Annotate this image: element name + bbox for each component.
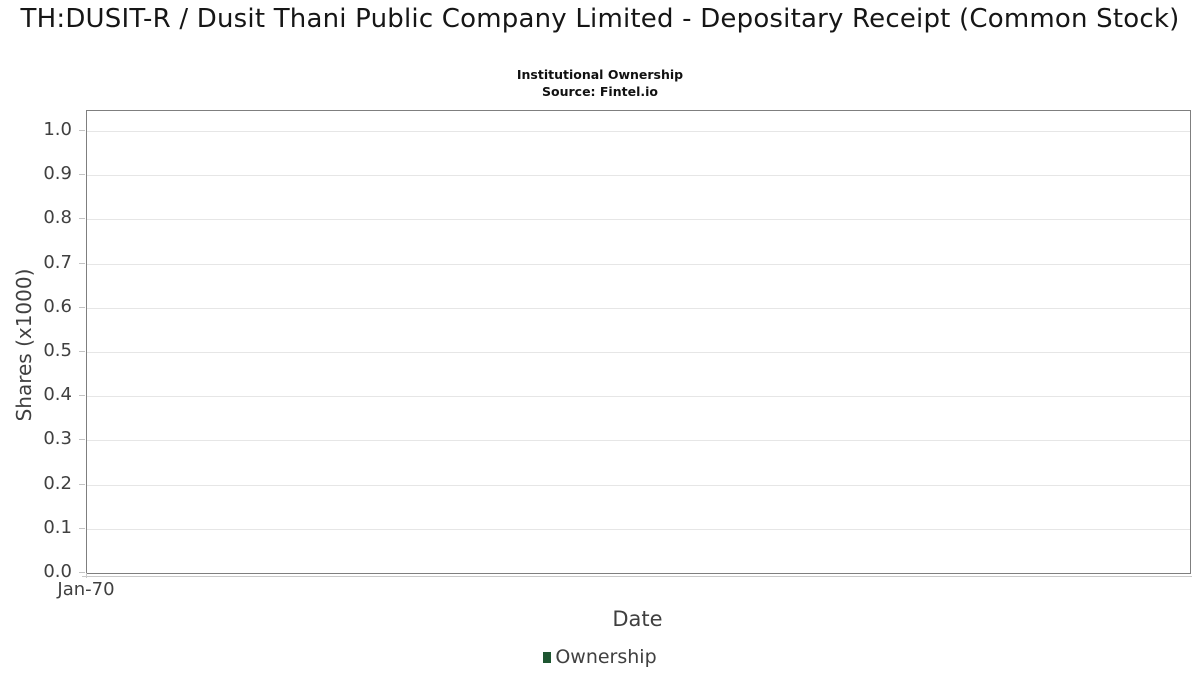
chart-subtitle: Institutional Ownership	[516, 67, 684, 82]
gridline	[87, 529, 1190, 530]
x-tick-mark	[86, 573, 87, 578]
y-tick-mark	[79, 351, 85, 352]
y-tick-label: 0.4	[43, 384, 72, 405]
gridline	[87, 264, 1190, 265]
y-tick-label: 0.2	[43, 473, 72, 494]
y-tick-mark	[79, 572, 85, 573]
gridline	[87, 396, 1190, 397]
chart-title: TH:DUSIT-R / Dusit Thani Public Company …	[20, 4, 1180, 34]
y-tick-mark	[79, 528, 85, 529]
y-tick-label: 0.5	[43, 340, 72, 361]
y-tick-mark	[79, 263, 85, 264]
y-tick-mark	[79, 174, 85, 175]
legend-item-label: Ownership	[555, 646, 657, 668]
gridline	[87, 175, 1190, 176]
chart-source-label: Source: Fintel.io	[542, 84, 658, 99]
y-tick-label: 0.8	[43, 207, 72, 228]
y-tick-label: 0.0	[43, 561, 72, 582]
y-tick-label: 0.3	[43, 428, 72, 449]
y-tick-mark	[79, 484, 85, 485]
ownership-series-swatch-icon	[543, 651, 552, 663]
y-tick-mark	[79, 307, 85, 308]
chart-legend: Ownership	[0, 646, 1200, 668]
gridline	[87, 440, 1190, 441]
gridline	[87, 131, 1190, 132]
y-tick-mark	[79, 218, 85, 219]
gridline	[87, 308, 1190, 309]
y-tick-mark	[79, 130, 85, 131]
gridline	[87, 352, 1190, 353]
y-tick-label: 0.6	[43, 296, 72, 317]
x-axis-title: Date	[612, 607, 663, 631]
y-tick-mark	[79, 395, 85, 396]
legend-item-ownership[interactable]: Ownership	[543, 646, 657, 668]
y-tick-label: 0.7	[43, 252, 72, 273]
x-tick-label: Jan-70	[57, 579, 115, 600]
plot-area[interactable]	[86, 110, 1191, 574]
gridline	[87, 219, 1190, 220]
x-axis-line	[82, 576, 1192, 577]
gridline	[87, 485, 1190, 486]
y-tick-mark	[79, 439, 85, 440]
y-tick-label: 0.1	[43, 517, 72, 538]
y-tick-label: 1.0	[43, 119, 72, 140]
y-tick-label: 0.9	[43, 163, 72, 184]
